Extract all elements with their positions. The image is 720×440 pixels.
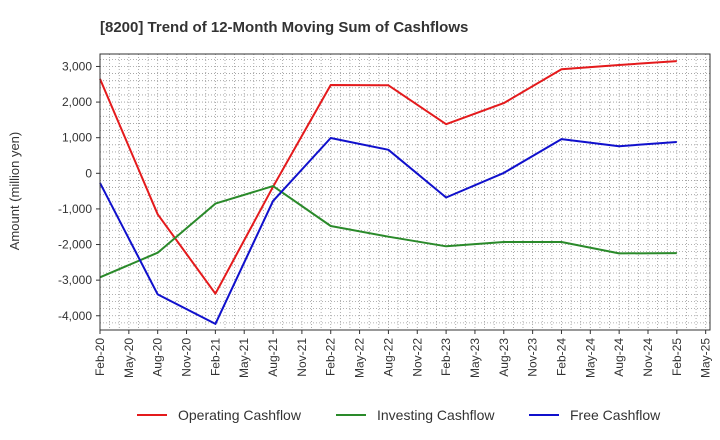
x-tick-label: Nov-22 xyxy=(410,338,424,377)
x-tick-label: Feb-25 xyxy=(670,338,684,376)
x-tick-label: May-24 xyxy=(583,338,597,378)
x-tick-label: Aug-20 xyxy=(151,338,165,377)
legend-label: Free Cashflow xyxy=(570,407,661,423)
x-tick-label: Feb-22 xyxy=(324,338,338,376)
x-tick-label: Feb-23 xyxy=(439,338,453,376)
x-tick-label: Feb-21 xyxy=(208,338,222,376)
x-tick-label: Aug-21 xyxy=(266,338,280,377)
x-tick-label: Nov-23 xyxy=(526,338,540,377)
series-lines xyxy=(99,60,677,325)
plot-frame xyxy=(99,53,711,331)
legend-label: Operating Cashflow xyxy=(178,407,302,423)
x-tick-label: Aug-22 xyxy=(381,338,395,377)
y-tick-label: -1,000 xyxy=(58,202,92,216)
x-tick-label: Aug-24 xyxy=(612,338,626,377)
series-line-free-cashflow xyxy=(99,137,677,325)
x-tick-label: May-21 xyxy=(237,338,251,378)
x-tick-label: Nov-24 xyxy=(641,338,655,377)
y-axis-ticks: 3,000 2,000 1,000 0 -1,000 -2,000 -3,000 -4,000 xyxy=(58,59,100,323)
y-tick-label: 1,000 xyxy=(62,131,92,145)
x-tick-label: Nov-21 xyxy=(295,338,309,377)
x-tick-label: Feb-24 xyxy=(554,338,568,376)
x-tick-label: Nov-20 xyxy=(180,338,194,377)
x-tick-label: May-23 xyxy=(468,338,482,378)
legend-label: Investing Cashflow xyxy=(377,407,495,423)
y-tick-label: -2,000 xyxy=(58,238,92,252)
y-axis-label: Amount (million yen) xyxy=(7,132,22,251)
plot-background xyxy=(100,54,710,330)
grid-lines xyxy=(99,54,710,331)
y-tick-label: 0 xyxy=(85,166,92,180)
x-tick-label: May-22 xyxy=(353,338,367,378)
chart-title: [8200] Trend of 12-Month Moving Sum of C… xyxy=(100,19,468,36)
x-tick-label: Feb-20 xyxy=(93,338,107,376)
y-tick-label: -3,000 xyxy=(58,273,92,287)
x-tick-label: Aug-23 xyxy=(497,338,511,377)
x-tick-label: May-25 xyxy=(699,338,713,378)
legend: Operating Cashflow Investing Cashflow Free… xyxy=(137,407,661,423)
x-tick-label: May-20 xyxy=(122,338,136,378)
series-line-operating-cashflow xyxy=(99,60,677,295)
series-line-investing-cashflow xyxy=(99,185,677,279)
y-tick-label: -4,000 xyxy=(58,309,92,323)
x-axis-ticks: Feb-20 May-20 Aug-20 Nov-20 Feb-21 May-21 Aug-… xyxy=(93,330,713,378)
y-tick-label: 2,000 xyxy=(62,95,92,109)
y-tick-label: 3,000 xyxy=(62,59,92,73)
